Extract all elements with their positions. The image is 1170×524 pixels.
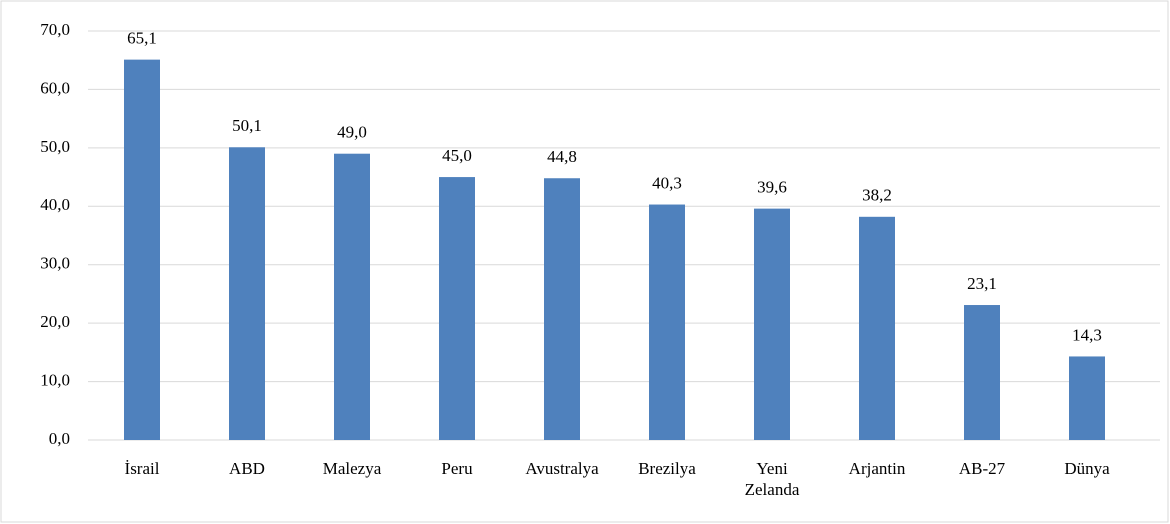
data-label: 65,1: [127, 29, 157, 48]
x-tick-label: ABD: [229, 459, 265, 478]
bar: [859, 216, 895, 440]
x-tick-label: Dünya: [1064, 459, 1110, 478]
x-tick-label: Peru: [441, 459, 473, 478]
bar: [334, 153, 370, 440]
data-label: 39,6: [757, 178, 787, 197]
data-label: 14,3: [1072, 325, 1102, 344]
bar: [439, 177, 475, 441]
bar: [124, 59, 160, 440]
bar: [964, 305, 1000, 440]
bar: [229, 147, 265, 440]
x-tick-label: Yeni Zelanda: [744, 459, 800, 499]
data-label: 49,0: [337, 123, 367, 142]
y-tick-label: 0,0: [49, 429, 70, 448]
x-tick-label: Avustralya: [525, 459, 599, 478]
data-label: 40,3: [652, 173, 682, 192]
x-tick-label: Arjantin: [848, 459, 906, 478]
data-label: 45,0: [442, 146, 472, 165]
x-tick-label: Brezilya: [638, 459, 696, 478]
y-tick-label: 30,0: [40, 254, 70, 273]
x-tick-label: İsrail: [124, 459, 160, 478]
y-tick-label: 70,0: [40, 20, 70, 39]
data-label: 44,8: [547, 147, 577, 166]
x-tick-label: Malezya: [322, 459, 382, 478]
y-tick-label: 40,0: [40, 195, 70, 214]
data-label: 50,1: [232, 116, 262, 135]
data-label: 38,2: [862, 186, 892, 205]
bar: [1069, 356, 1105, 440]
y-tick-label: 10,0: [40, 370, 70, 389]
bar: [649, 204, 685, 440]
y-tick-label: 60,0: [40, 78, 70, 97]
data-label: 23,1: [967, 274, 997, 293]
bar: [544, 178, 580, 441]
y-tick-label: 50,0: [40, 137, 70, 156]
bar: [754, 208, 790, 440]
x-tick-label: AB-27: [958, 459, 1006, 478]
y-tick-label: 20,0: [40, 312, 70, 331]
